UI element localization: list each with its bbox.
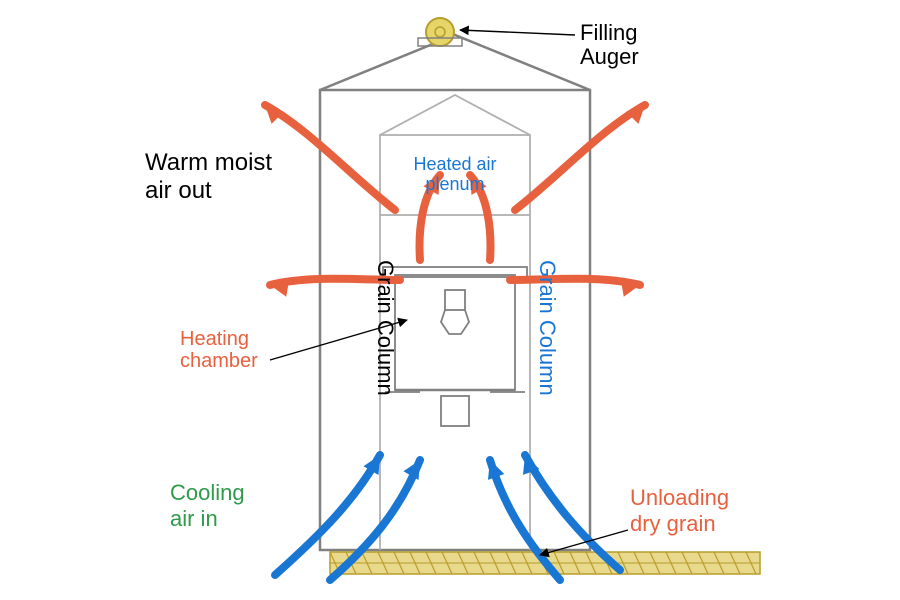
heated-plenum-label: plenum xyxy=(425,174,484,194)
unloading-label: Unloading xyxy=(630,485,729,510)
filling-auger-label: Auger xyxy=(580,44,639,69)
cooling-air-label: air in xyxy=(170,506,218,531)
heating-chamber-label: chamber xyxy=(180,350,258,372)
heated-plenum-label: Heated air xyxy=(413,154,496,174)
cooling-air-label: Cooling xyxy=(170,480,245,505)
filling-auger-icon xyxy=(418,18,462,46)
warm-moist-air-label: air out xyxy=(145,177,212,204)
heating-chamber-label: Heating xyxy=(180,328,249,350)
pointer-lines xyxy=(270,30,628,555)
filling-auger-label: Filling xyxy=(580,20,637,45)
labels: Filling Auger Warm moist air out Heated … xyxy=(145,20,729,536)
warm-air-arrows xyxy=(265,105,645,297)
warm-moist-air-label: Warm moist xyxy=(145,149,272,176)
grain-dryer-diagram: Filling Auger Warm moist air out Heated … xyxy=(0,0,900,600)
heating-chamber xyxy=(383,267,527,426)
unloading-label: dry grain xyxy=(630,511,716,536)
grain-column-right-label: Grain Column xyxy=(535,260,560,396)
grain-column-left-label: Grain Column xyxy=(373,260,398,396)
